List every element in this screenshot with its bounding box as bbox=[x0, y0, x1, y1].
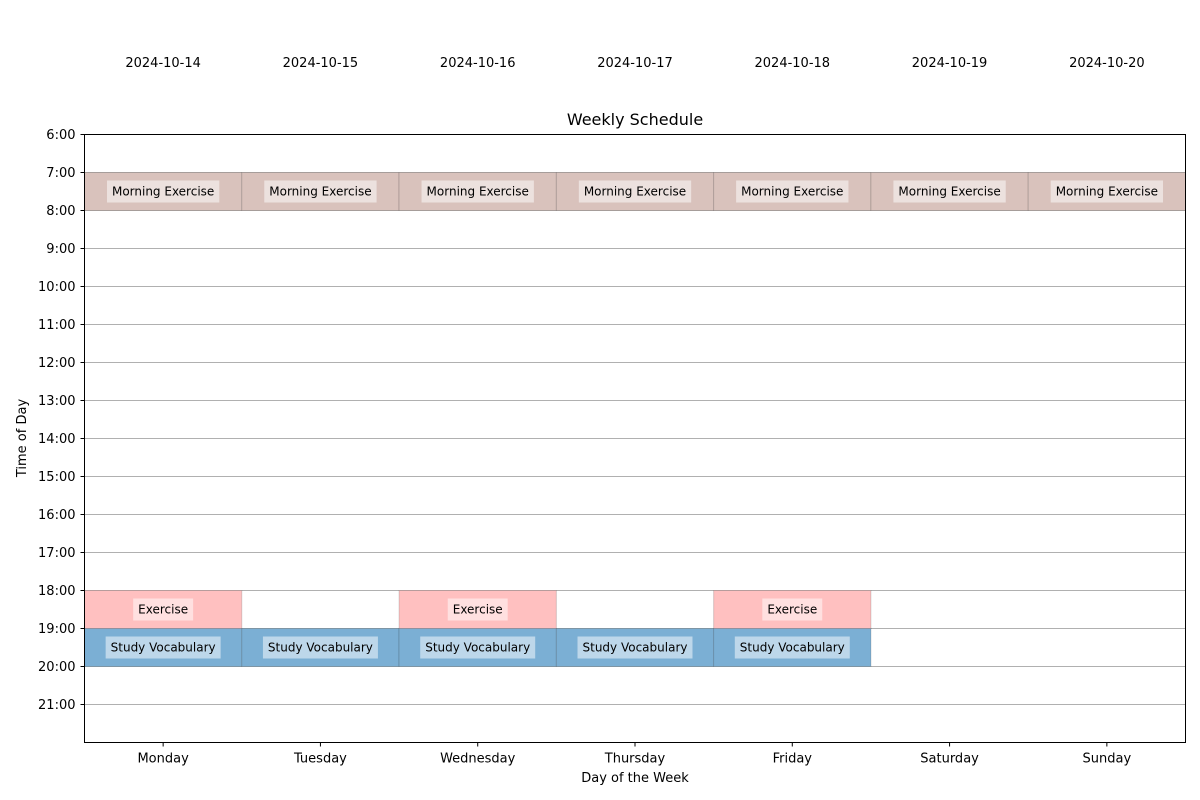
event-label-background bbox=[105, 636, 221, 659]
date-header: 2024-10-14 2024-10-15 2024-10-16 2024-10-17… bbox=[125, 56, 1144, 71]
x-axis-label: Day of the Week bbox=[581, 771, 689, 786]
event-label: Morning Exercise bbox=[112, 185, 214, 199]
event-label: Exercise bbox=[767, 603, 817, 617]
event-label: Morning Exercise bbox=[898, 185, 1000, 199]
x-tick-label: Thursday bbox=[604, 752, 666, 767]
event-label: Morning Exercise bbox=[741, 185, 843, 199]
event-label-background bbox=[1050, 180, 1164, 203]
date-label: 2024-10-19 bbox=[912, 56, 988, 71]
event-block bbox=[713, 590, 872, 629]
date-label: 2024-10-20 bbox=[1069, 56, 1145, 71]
date-label: 2024-10-16 bbox=[440, 56, 516, 71]
y-tick-label: 8:00 bbox=[46, 204, 75, 219]
event-label: Exercise bbox=[138, 603, 188, 617]
x-tick-label: Friday bbox=[773, 752, 813, 767]
event-label-background bbox=[420, 636, 536, 659]
event-label-background bbox=[734, 636, 850, 659]
date-label: 2024-10-15 bbox=[283, 56, 359, 71]
event-label-background bbox=[893, 180, 1006, 203]
event-label: Study Vocabulary bbox=[583, 641, 688, 655]
event-label: Morning Exercise bbox=[1056, 185, 1158, 199]
y-tick-label: 15:00 bbox=[38, 470, 75, 485]
event-label: Study Vocabulary bbox=[425, 641, 530, 655]
event-label-background bbox=[736, 180, 849, 203]
y-axis-label: Time of Day bbox=[15, 399, 30, 479]
event-label: Study Vocabulary bbox=[268, 641, 373, 655]
y-tick-label: 20:00 bbox=[38, 660, 75, 675]
event-label: Study Vocabulary bbox=[740, 641, 845, 655]
x-tick-label: Wednesday bbox=[440, 752, 516, 767]
event-label-background bbox=[133, 598, 194, 621]
y-tick-label: 21:00 bbox=[38, 698, 75, 713]
event-label: Exercise bbox=[453, 603, 503, 617]
event-label-background bbox=[762, 598, 823, 621]
x-tick-label: Sunday bbox=[1083, 752, 1132, 767]
event-label-background bbox=[577, 636, 693, 659]
y-tick-label: 10:00 bbox=[38, 280, 75, 295]
y-tick-label: 12:00 bbox=[38, 356, 75, 371]
y-tick-label: 19:00 bbox=[38, 622, 75, 637]
x-tick-label: Saturday bbox=[920, 752, 979, 767]
event-label: Morning Exercise bbox=[584, 185, 686, 199]
date-label: 2024-10-14 bbox=[125, 56, 201, 71]
date-label: 2024-10-17 bbox=[597, 56, 673, 71]
x-tick-label: Tuesday bbox=[293, 752, 347, 767]
event-label: Morning Exercise bbox=[427, 185, 529, 199]
event-label-background bbox=[578, 180, 692, 203]
grid-lines bbox=[84, 172, 1186, 705]
y-axis: 6:00 7:00 8:00 9:00 10:00 11:00 12:00 13:00 14:0… bbox=[38, 128, 85, 713]
y-tick-label: 7:00 bbox=[46, 166, 75, 181]
schedule-events: Morning Exercise Morning Exercise Morning … bbox=[84, 172, 1186, 667]
y-tick-label: 6:00 bbox=[46, 128, 75, 143]
event-label: Morning Exercise bbox=[269, 185, 371, 199]
y-tick-label: 16:00 bbox=[38, 508, 75, 523]
date-label: 2024-10-18 bbox=[755, 56, 831, 71]
x-tick-label: Monday bbox=[137, 752, 189, 767]
event-label-background bbox=[421, 180, 534, 203]
event-label-background bbox=[447, 598, 508, 621]
x-axis: Monday Tuesday Wednesday Thursday Friday Satu… bbox=[137, 742, 1132, 767]
chart-title: Weekly Schedule bbox=[567, 110, 703, 129]
event-label-background bbox=[264, 180, 377, 203]
event-label-background bbox=[106, 180, 220, 203]
y-tick-label: 18:00 bbox=[38, 584, 75, 599]
event-label: Study Vocabulary bbox=[111, 641, 216, 655]
event-label-background bbox=[262, 636, 378, 659]
y-tick-label: 9:00 bbox=[46, 242, 75, 257]
y-tick-label: 14:00 bbox=[38, 432, 75, 447]
y-tick-label: 11:00 bbox=[38, 318, 75, 333]
y-tick-label: 13:00 bbox=[38, 394, 75, 409]
y-tick-label: 17:00 bbox=[38, 546, 75, 561]
